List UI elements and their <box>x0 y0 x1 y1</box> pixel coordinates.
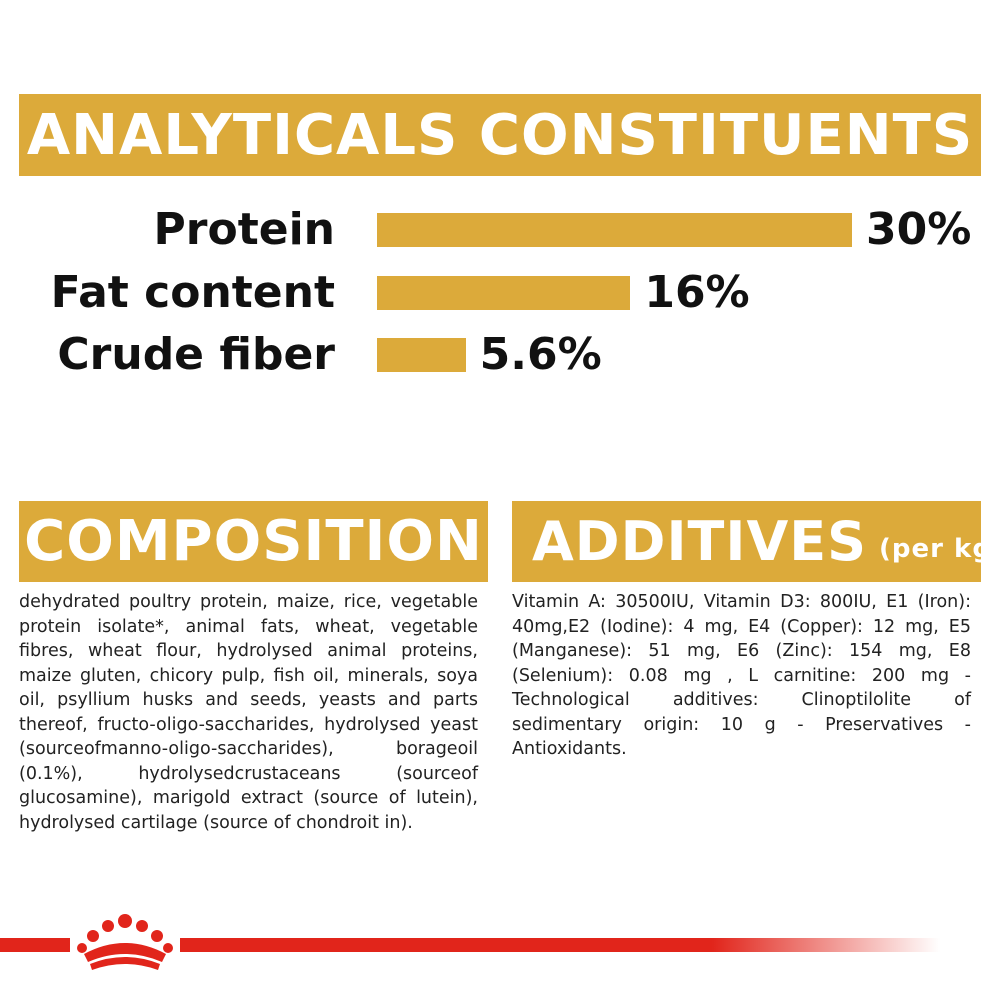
nutrient-row-protein: Protein 30% <box>0 205 1000 255</box>
footer-red-line-left <box>0 938 70 952</box>
analytics-title: ANALYTICALS CONSTITUENTS <box>19 94 981 176</box>
composition-title: COMPOSITION <box>19 501 488 582</box>
nutrient-value: 30% <box>866 204 972 255</box>
nutrient-label: Protein <box>153 204 335 255</box>
nutrient-label: Crude fiber <box>57 329 335 380</box>
nutrient-bar <box>377 338 466 372</box>
footer-red-line-right <box>180 938 940 952</box>
additives-text: Vitamin A: 30500IU, Vitamin D3: 800IU, E… <box>512 592 971 759</box>
composition-text: dehydrated poultry protein, maize, rice,… <box>19 592 478 833</box>
nutrient-value: 5.6% <box>479 329 602 380</box>
nutrient-bar <box>377 276 631 310</box>
nutrient-row-fiber: Crude fiber 5.6% <box>0 330 1000 380</box>
nutrient-bar <box>377 213 852 247</box>
additives-banner: ADDITIVES (per kg) <box>512 501 1000 582</box>
nutrient-value: 16% <box>644 267 750 318</box>
additives-title: ADDITIVES <box>532 510 868 573</box>
additives-title-suffix: (per kg) <box>879 533 1000 564</box>
nutrient-row-fat: Fat content 16% <box>0 268 1000 318</box>
nutrient-label: Fat content <box>50 267 335 318</box>
crown-icon <box>77 914 173 970</box>
